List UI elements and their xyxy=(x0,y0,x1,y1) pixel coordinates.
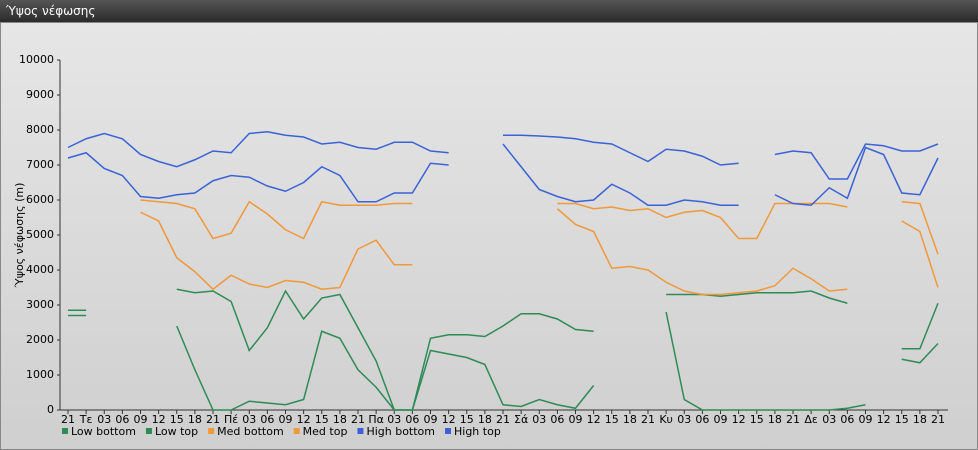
x-tick-label: Σά xyxy=(514,413,528,426)
x-tick-label: 03 xyxy=(822,413,836,426)
legend-swatch xyxy=(357,428,364,434)
x-tick-label: 18 xyxy=(623,413,637,426)
x-tick-label: 09 xyxy=(714,413,728,426)
x-tick-label: 21 xyxy=(351,413,365,426)
y-axis-label: Ύψος νέφωσης (m) xyxy=(13,183,26,289)
legend-label: Low top xyxy=(155,425,198,438)
x-tick-label: 03 xyxy=(677,413,691,426)
x-tick-label: 18 xyxy=(478,413,492,426)
legend-label: High bottom xyxy=(366,425,435,438)
y-tick-label: 1000 xyxy=(26,368,54,381)
legend-label: Med top xyxy=(303,425,348,438)
y-tick-label: 8000 xyxy=(26,123,54,136)
legend-label: High top xyxy=(454,425,501,438)
x-tick-label: 18 xyxy=(913,413,927,426)
x-tick-label: 21 xyxy=(786,413,800,426)
x-tick-label: Κυ xyxy=(659,413,673,426)
series-line xyxy=(67,143,939,207)
y-tick-label: 0 xyxy=(47,403,54,416)
series-line xyxy=(67,130,939,180)
x-tick-label: 15 xyxy=(895,413,909,426)
x-tick-label: 21 xyxy=(931,413,945,426)
x-tick-label: 18 xyxy=(768,413,782,426)
y-tick-label: 4000 xyxy=(26,263,54,276)
x-tick-label: 09 xyxy=(569,413,583,426)
x-tick-label: 03 xyxy=(242,413,256,426)
x-tick-label: 09 xyxy=(134,413,148,426)
legend-swatch xyxy=(293,428,300,434)
x-tick-label: 06 xyxy=(550,413,564,426)
x-tick-label: Δε xyxy=(804,413,818,426)
x-tick-label: 09 xyxy=(424,413,438,426)
window-title: Ύψος νέφωσης xyxy=(0,0,978,22)
x-tick-label: 06 xyxy=(260,413,274,426)
x-tick-label: 21 xyxy=(61,413,75,426)
x-tick-label: 03 xyxy=(97,413,111,426)
x-tick-label: 03 xyxy=(387,413,401,426)
x-tick-label: 09 xyxy=(279,413,293,426)
y-tick-label: 2000 xyxy=(26,333,54,346)
x-tick-label: 12 xyxy=(732,413,746,426)
x-tick-label: 06 xyxy=(695,413,709,426)
x-tick-label: Πέ xyxy=(224,413,238,426)
y-tick-label: 10000 xyxy=(19,53,54,66)
series-line xyxy=(68,288,939,411)
y-tick-label: 9000 xyxy=(26,88,54,101)
x-tick-label: Τε xyxy=(79,413,93,426)
x-tick-label: 21 xyxy=(496,413,510,426)
x-tick-label: Πα xyxy=(368,413,384,426)
chart-background xyxy=(0,22,978,450)
x-tick-label: 18 xyxy=(188,413,202,426)
x-tick-label: 18 xyxy=(333,413,347,426)
x-tick-label: 15 xyxy=(750,413,764,426)
legend-swatch xyxy=(445,428,451,434)
x-tick-label: 06 xyxy=(115,413,129,426)
x-tick-label: 03 xyxy=(532,413,546,426)
x-tick-label: 12 xyxy=(442,413,456,426)
y-tick-label: 7000 xyxy=(26,158,54,171)
x-tick-label: 15 xyxy=(170,413,184,426)
x-tick-label: 12 xyxy=(877,413,891,426)
x-tick-label: 15 xyxy=(605,413,619,426)
legend-swatch xyxy=(145,428,152,434)
x-tick-label: 12 xyxy=(587,413,601,426)
legend-swatch xyxy=(62,428,68,434)
chart: Ύψος νέφωσης (m) 0 1000 2000 3000 4000 5000 60… xyxy=(0,22,978,450)
legend-label: Low bottom xyxy=(71,425,136,438)
x-tick-label: 15 xyxy=(315,413,329,426)
y-tick-label: 5000 xyxy=(26,228,54,241)
x-tick-label: 21 xyxy=(641,413,655,426)
y-tick-label: 6000 xyxy=(26,193,54,206)
x-tick-label: 09 xyxy=(859,413,873,426)
series-line xyxy=(140,208,939,296)
x-tick-label: 12 xyxy=(297,413,311,426)
x-tick-label: 06 xyxy=(405,413,419,426)
x-tick-label: 12 xyxy=(152,413,166,426)
legend-label: Med bottom xyxy=(217,425,284,438)
x-tick-label: 15 xyxy=(460,413,474,426)
series-line xyxy=(68,311,939,411)
legend-swatch xyxy=(208,428,215,434)
y-tick-label: 3000 xyxy=(26,298,54,311)
x-tick-label: 21 xyxy=(206,413,220,426)
x-tick-label: 06 xyxy=(840,413,854,426)
